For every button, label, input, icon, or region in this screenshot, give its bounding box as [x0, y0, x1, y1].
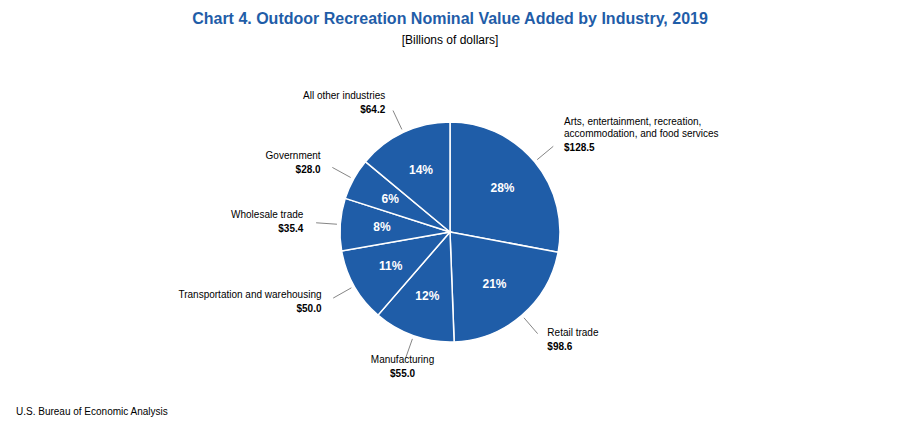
- category-label: Transportation and warehousing: [178, 289, 321, 300]
- percent-label: 21%: [483, 277, 507, 291]
- pie: [340, 122, 560, 342]
- category-label: Retail trade: [547, 327, 599, 338]
- pie-slice: [365, 122, 450, 232]
- title: Chart 4. Outdoor Recreation Nominal Valu…: [192, 10, 708, 27]
- pie-slice: [450, 122, 560, 252]
- value-label: $50.0: [297, 303, 322, 314]
- pie-slice: [450, 232, 558, 342]
- value-label: $64.2: [360, 104, 385, 115]
- category-label: Wholesale trade: [231, 209, 304, 220]
- leader-line: [537, 146, 553, 159]
- leader-line: [316, 223, 337, 224]
- leader-line: [393, 111, 402, 130]
- chart-svg: Chart 4. Outdoor Recreation Nominal Valu…: [0, 0, 900, 425]
- category-label: All other industries: [303, 90, 385, 101]
- category-label: Arts, entertainment, recreation,accommod…: [564, 116, 719, 139]
- leader-line: [524, 318, 538, 334]
- value-label: $28.0: [296, 164, 321, 175]
- subtitle: [Billions of dollars]: [402, 33, 499, 47]
- percent-label: 14%: [409, 163, 433, 177]
- percent-label: 11%: [379, 259, 403, 273]
- percent-label: 6%: [382, 192, 400, 206]
- category-label: Government: [266, 150, 321, 161]
- value-label: $35.4: [278, 223, 303, 234]
- footnote: U.S. Bureau of Economic Analysis: [16, 406, 168, 417]
- leader-line: [333, 288, 351, 298]
- value-label: $55.0: [390, 368, 415, 379]
- percent-label: 8%: [373, 220, 391, 234]
- percent-label: 28%: [490, 181, 514, 195]
- percent-label: 12%: [415, 289, 439, 303]
- chart-container: Chart 4. Outdoor Recreation Nominal Valu…: [0, 0, 900, 425]
- value-label: $128.5: [564, 142, 595, 153]
- labels: 28% Arts, entertainment, recreation,accom…: [178, 90, 718, 379]
- category-label: Manufacturing: [371, 354, 434, 365]
- value-label: $98.6: [547, 341, 572, 352]
- leader-line: [332, 167, 350, 177]
